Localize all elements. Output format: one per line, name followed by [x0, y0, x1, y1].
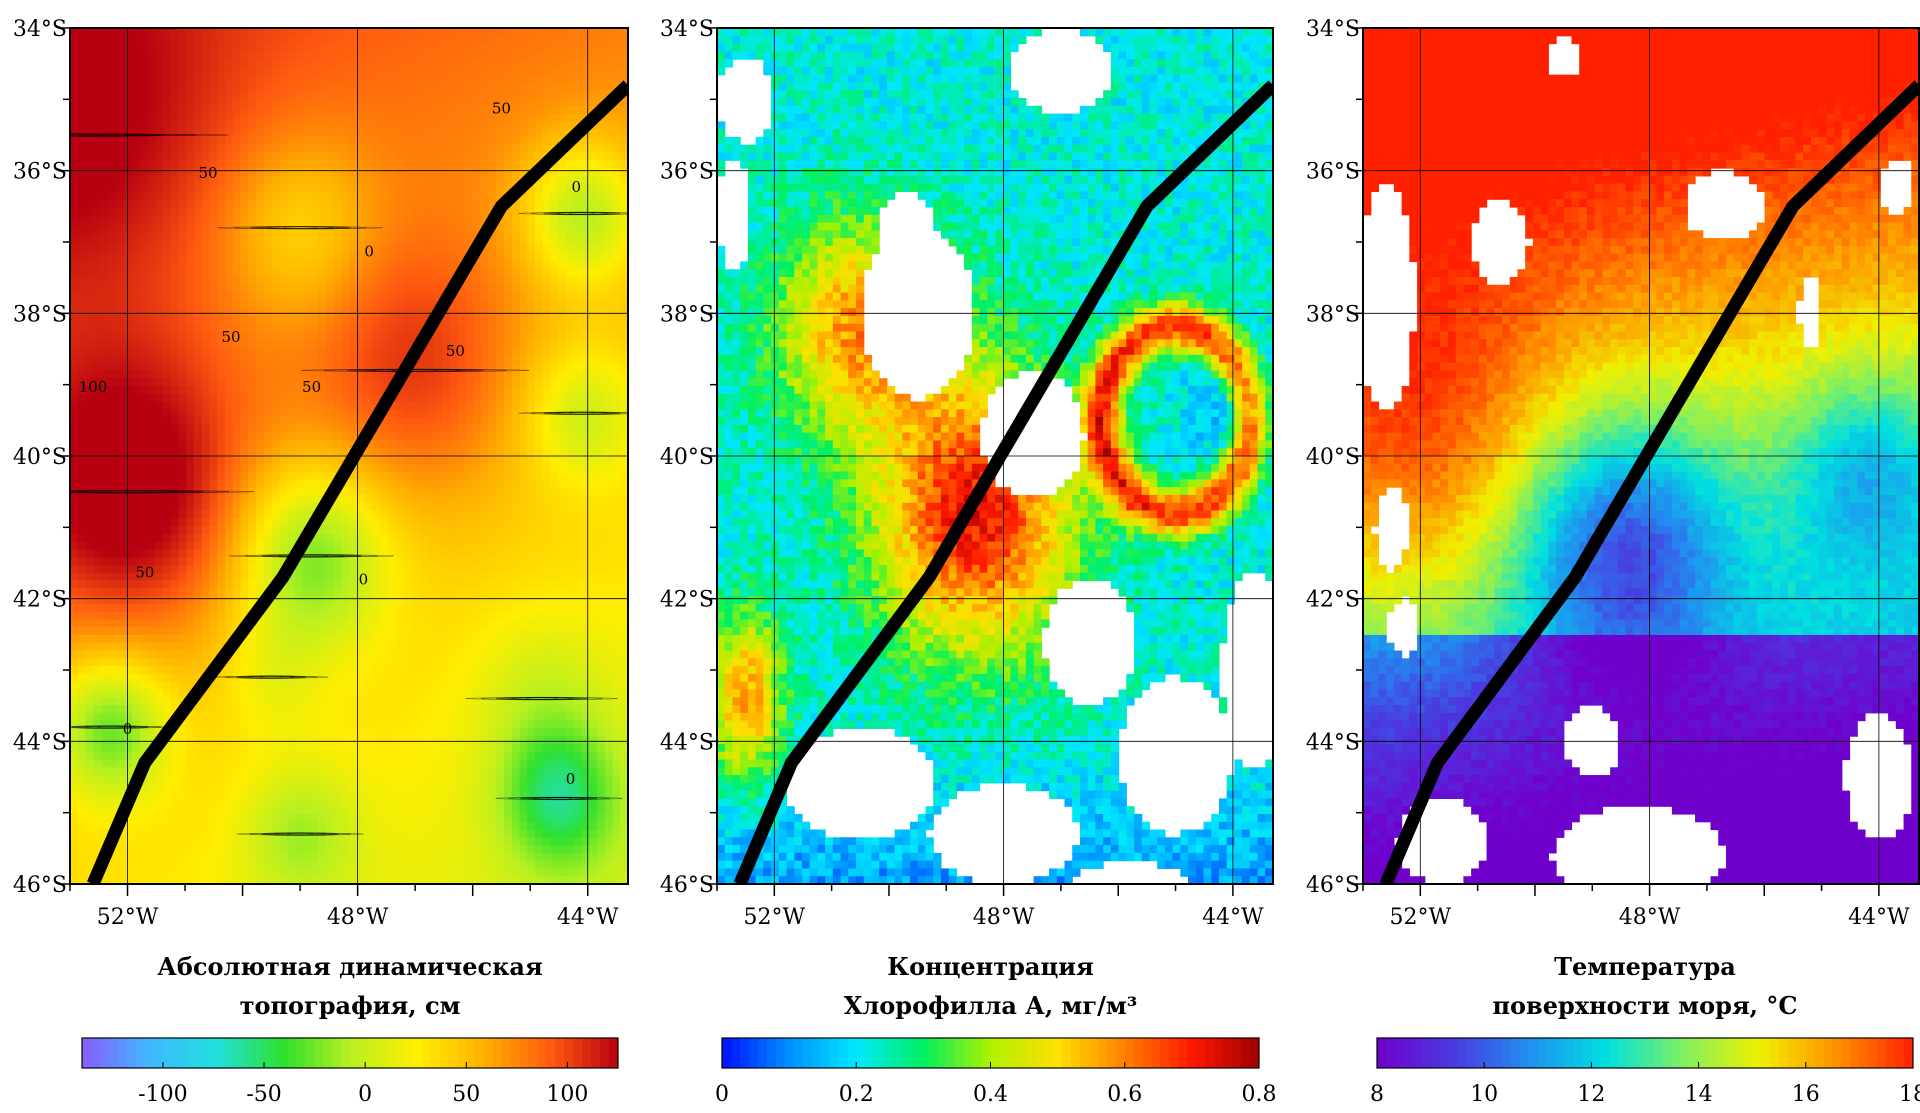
lat-label: 38°S [1306, 302, 1360, 327]
lat-label: 34°S [13, 17, 67, 42]
lon-label: 48°W [1619, 905, 1681, 930]
lat-label: 44°S [1306, 730, 1360, 755]
lat-label: 36°S [1306, 160, 1360, 185]
lat-label: 46°S [1306, 873, 1360, 898]
colorbar-title: топография, см [240, 991, 461, 1020]
colorbar-tick-label: 0.8 [1242, 1082, 1277, 1107]
chl-colorbar: 0 0.2 0.4 0.6 0.8 [715, 1037, 1277, 1107]
sst-colorbar: 8 10 12 14 16 18 [1370, 1037, 1920, 1107]
lat-label: 36°S [660, 160, 714, 185]
adt-colorbar: -100 -50 0 50 100 [81, 1037, 619, 1107]
colorbar-title: Хлорофилла А, мг/м³ [844, 991, 1137, 1020]
lat-label: 38°S [660, 302, 714, 327]
sst-ticks [1351, 27, 1880, 896]
lat-label: 42°S [660, 588, 714, 613]
ship-track [87, 80, 628, 884]
contour-label: 50 [222, 328, 241, 346]
contour-label: 0 [571, 178, 581, 196]
panel-sst: 34°S 36°S 38°S 40°S 42°S 44°S 46°S 52°W 48°W 44°W… [1306, 17, 1920, 1107]
lon-label: 44°W [1848, 905, 1910, 930]
lat-label: 44°S [660, 730, 714, 755]
contour-label: 50 [492, 100, 511, 118]
colorbar-tick-label: 16 [1792, 1082, 1820, 1107]
colorbar-tick-label: 0 [715, 1082, 729, 1107]
colorbar-tick-label: 0.2 [839, 1082, 874, 1107]
colorbar-tick-label: 50 [452, 1082, 480, 1107]
colorbar-title: поверхности моря, °C [1492, 991, 1797, 1020]
colorbar-tick-label: 0.4 [973, 1082, 1008, 1107]
colorbar-tick-label: -100 [138, 1082, 187, 1107]
lat-label: 42°S [13, 588, 67, 613]
lon-label: 52°W [1390, 905, 1452, 930]
lat-label: 46°S [13, 873, 67, 898]
colorbar-tick-label: 0.6 [1107, 1082, 1142, 1107]
lat-label: 34°S [1306, 17, 1360, 42]
colorbar-tick-label: -50 [246, 1082, 281, 1107]
contour-label: 0 [364, 242, 374, 260]
contour-label: 50 [199, 164, 218, 182]
colorbar-tick-label: 100 [546, 1082, 588, 1107]
colorbar-tick-label: 8 [1370, 1082, 1384, 1107]
colorbar-tick-label: 0 [358, 1082, 372, 1107]
lat-label: 38°S [13, 302, 67, 327]
colorbar-title: Температура [1554, 952, 1736, 981]
contour-label: 100 [79, 378, 108, 396]
lat-label: 34°S [660, 17, 714, 42]
colorbar-tick-label: 12 [1577, 1082, 1605, 1107]
lon-label: 44°W [1202, 905, 1264, 930]
colorbar-tick-label: 14 [1685, 1082, 1713, 1107]
ship-track [733, 80, 1273, 884]
colorbar-tick-label: 10 [1470, 1082, 1498, 1107]
lat-label: 40°S [660, 445, 714, 470]
lat-label: 36°S [13, 160, 67, 185]
contour-label: 50 [302, 378, 321, 396]
contour-label: 0 [359, 570, 369, 588]
lon-label: 48°W [973, 905, 1035, 930]
lon-label: 48°W [327, 905, 389, 930]
lat-label: 40°S [13, 445, 67, 470]
colorbar-title: Абсолютная динамическая [157, 952, 542, 981]
lon-label: 52°W [744, 905, 806, 930]
adt-ticks [58, 27, 589, 896]
contour-label: 50 [135, 563, 154, 581]
contour-label: 50 [446, 342, 465, 360]
colorbar-title: Концентрация [887, 952, 1093, 981]
panel-adt: 50 50 0 50 50 100 50 50 0 0 0 0 34°S 36°S 38°S 40°S 42°S… [13, 17, 629, 1107]
lon-label: 44°W [557, 905, 619, 930]
lat-label: 42°S [1306, 588, 1360, 613]
ship-track [1379, 80, 1919, 884]
lon-label: 52°W [97, 905, 159, 930]
contour-label: 0 [566, 770, 576, 788]
lat-label: 46°S [660, 873, 714, 898]
lat-label: 40°S [1306, 445, 1360, 470]
lat-label: 44°S [13, 730, 67, 755]
adt-contours [70, 133, 628, 836]
chl-ticks [705, 27, 1234, 896]
colorbar-tick-label: 18 [1899, 1082, 1920, 1107]
panel-chl: 34°S 36°S 38°S 40°S 42°S 44°S 46°S 52°W 48°W 44°W… [660, 17, 1277, 1107]
